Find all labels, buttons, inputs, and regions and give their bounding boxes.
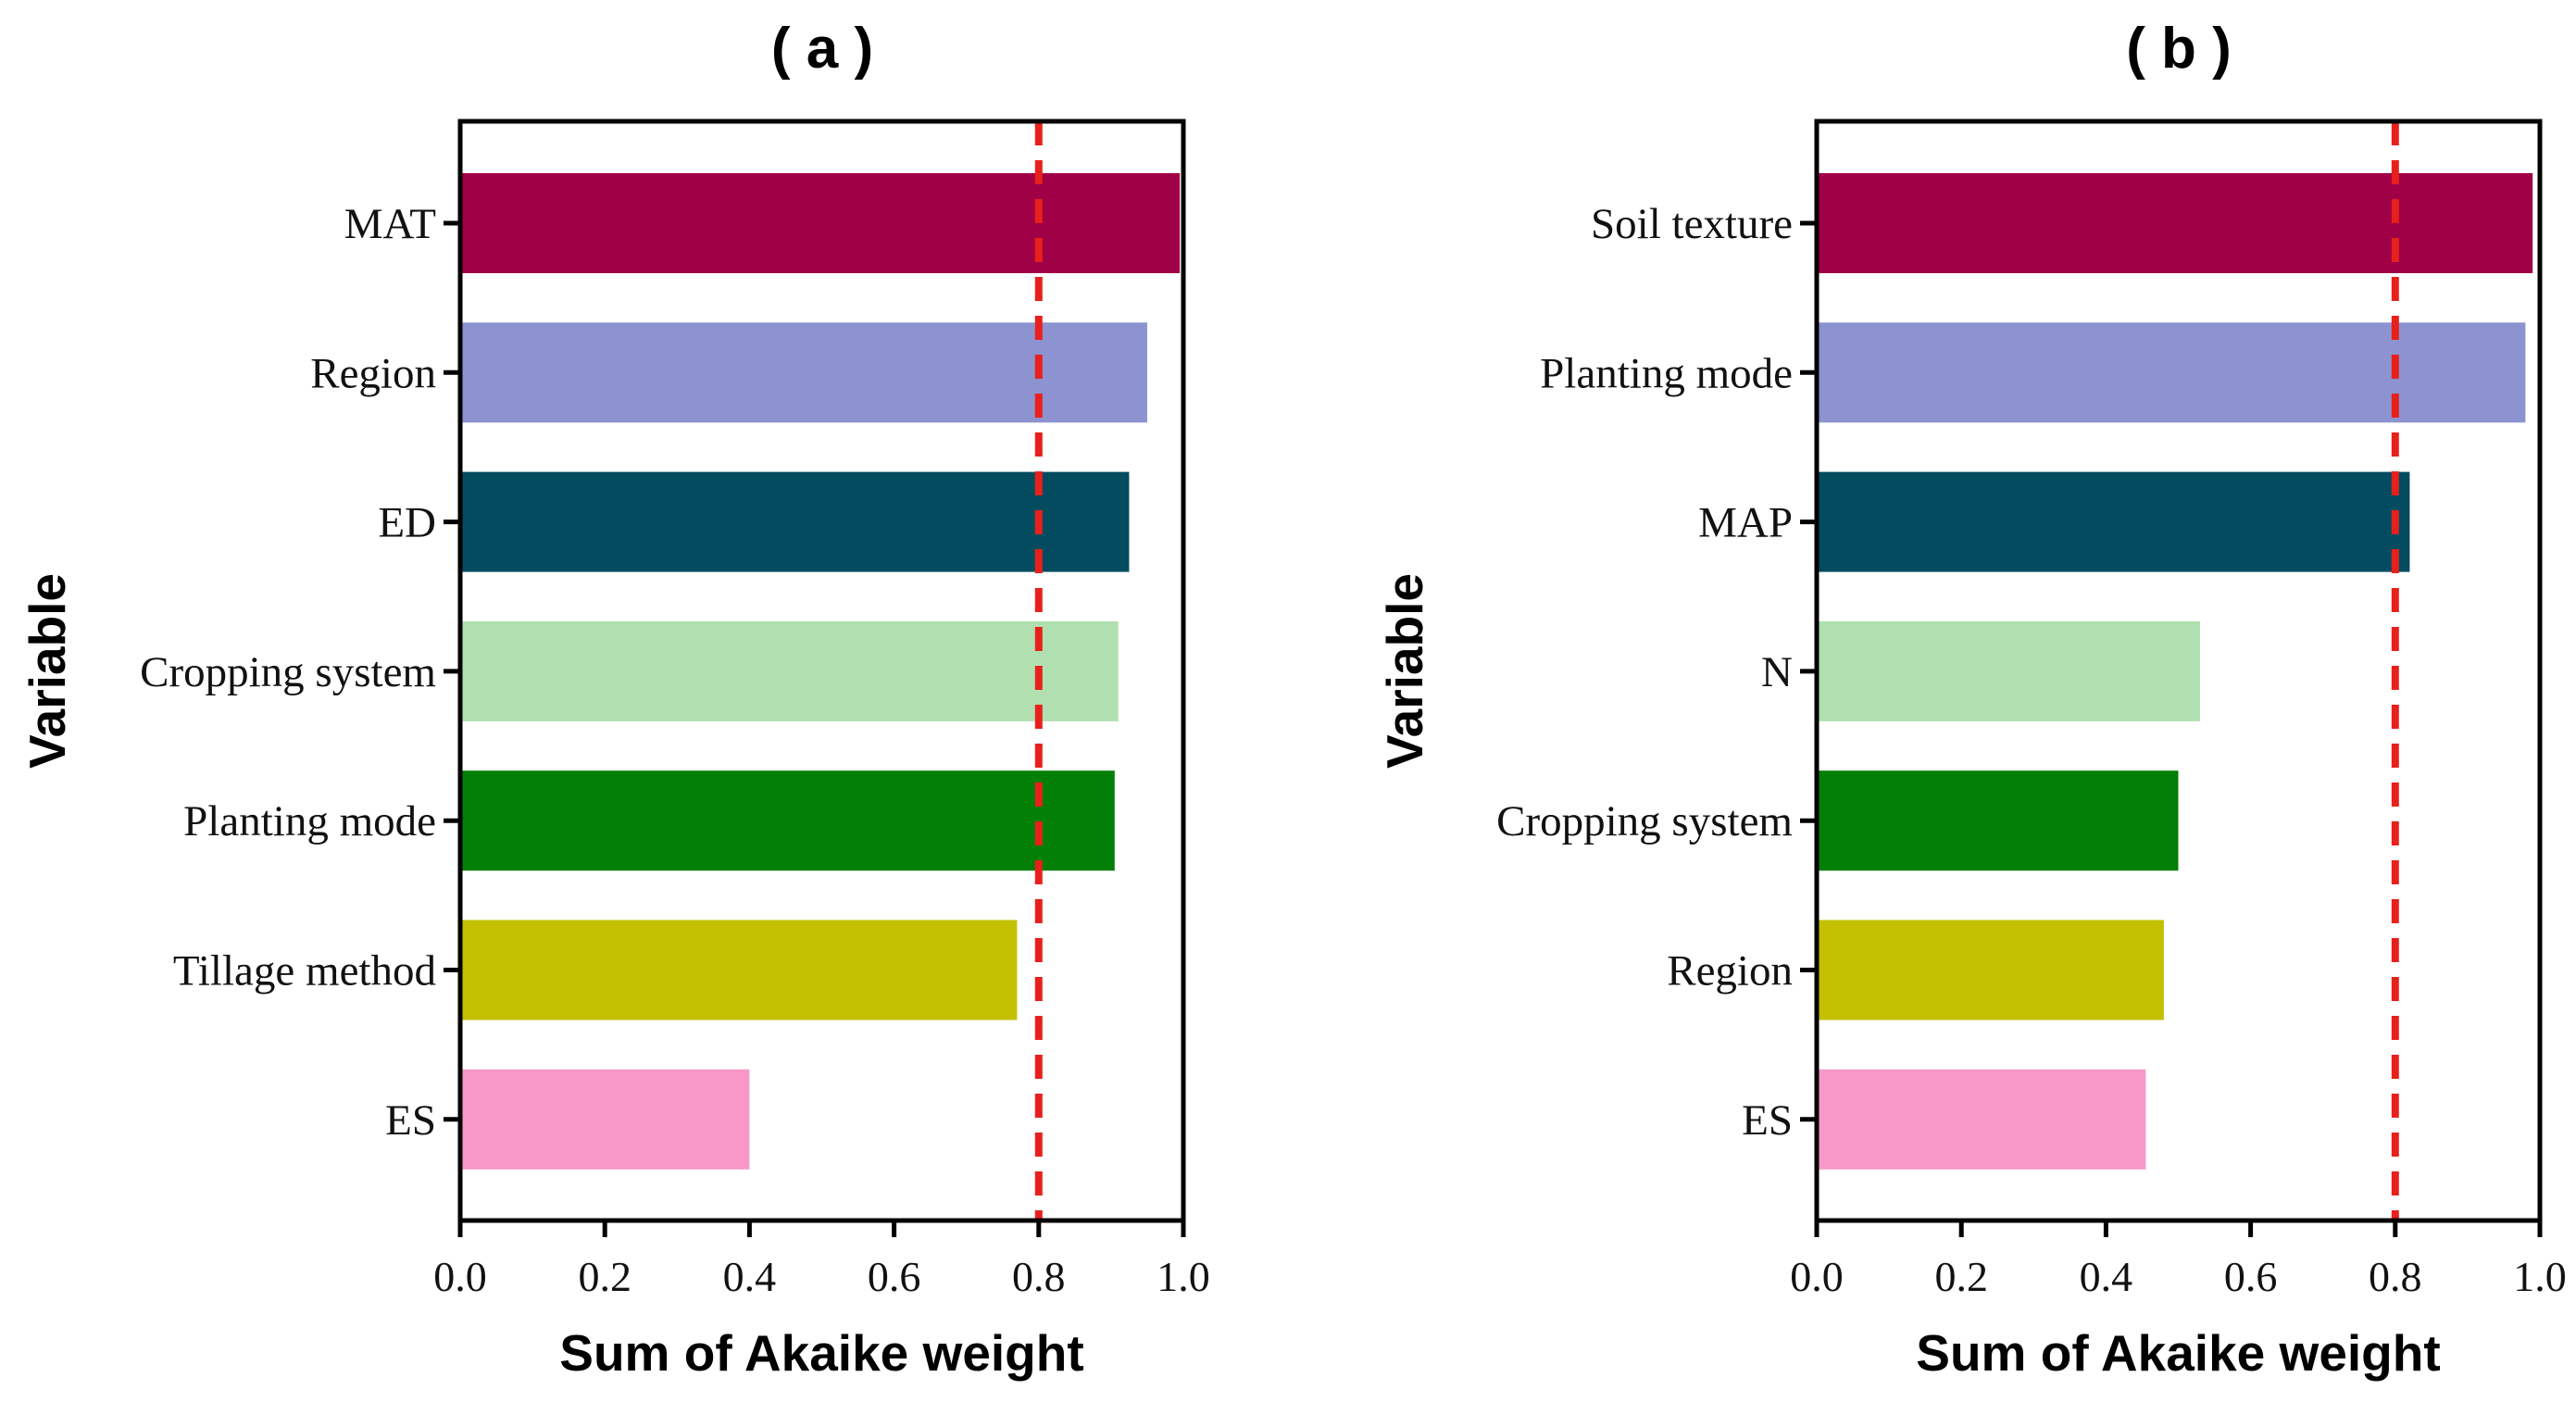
x-tick-label: 1.0 — [1157, 1253, 1210, 1300]
category-label: ED — [378, 499, 436, 547]
y-axis-label: Variable — [1376, 573, 1433, 769]
bar-cropping-system — [1817, 770, 2179, 871]
x-tick-label: 0.0 — [433, 1253, 487, 1300]
plot-frame — [1814, 119, 2543, 1223]
bar-n — [1817, 620, 2200, 721]
bar-es — [460, 1069, 750, 1170]
category-label: Cropping system — [140, 648, 436, 696]
category-label: ES — [385, 1096, 436, 1145]
panel-title: ( b ) — [2126, 17, 2232, 81]
x-tick-label: 0.8 — [1012, 1253, 1066, 1300]
bar-ed — [460, 471, 1130, 572]
x-tick-label: 0.8 — [2369, 1253, 2422, 1300]
x-tick-label: 0.4 — [2080, 1253, 2133, 1300]
x-tick-label: 0.6 — [868, 1253, 921, 1300]
category-label: Region — [310, 349, 436, 397]
bar-map — [1817, 471, 2410, 572]
x-tick-label: 0.2 — [1934, 1253, 1988, 1300]
x-axis-label: Sum of Akaike weight — [1916, 1324, 2440, 1382]
bar-planting-mode — [460, 770, 1115, 871]
category-label: Planting mode — [1540, 349, 1793, 397]
category-label: Soil texture — [1591, 200, 1793, 248]
category-label: MAP — [1698, 499, 1793, 547]
chart-panel-a: ( a ) Variable Sum of Akaike weight MAT Regi… — [19, 17, 1210, 1382]
category-label: Region — [1667, 947, 1793, 995]
category-label: Cropping system — [1496, 797, 1793, 845]
category-label: MAT — [344, 200, 436, 248]
bar-mat — [460, 173, 1181, 273]
x-tick-label: 0.6 — [2224, 1253, 2278, 1300]
x-tick-label: 1.0 — [2513, 1253, 2567, 1300]
bar-tillage-method — [460, 920, 1018, 1020]
category-label: Tillage method — [173, 947, 436, 995]
category-label: Planting mode — [183, 797, 436, 845]
bar-es — [1817, 1069, 2146, 1170]
bar-region — [460, 322, 1147, 423]
bar-cropping-system — [460, 620, 1119, 721]
x-tick-label: 0.0 — [1790, 1253, 1844, 1300]
bar-region — [1817, 920, 2164, 1020]
bar-soil-texture — [1817, 173, 2533, 273]
bar-planting-mode — [1817, 322, 2526, 423]
panel-title: ( a ) — [771, 17, 873, 81]
category-label: ES — [1742, 1096, 1793, 1145]
plot-frame — [457, 119, 1186, 1223]
chart-panel-b: ( b ) Variable Sum of Akaike weight Soil te… — [1376, 17, 2567, 1382]
x-tick-label: 0.2 — [578, 1253, 631, 1300]
category-label: N — [1761, 648, 1793, 696]
x-axis-label: Sum of Akaike weight — [559, 1324, 1083, 1382]
y-axis-label: Variable — [19, 573, 76, 769]
x-tick-label: 0.4 — [723, 1253, 777, 1300]
